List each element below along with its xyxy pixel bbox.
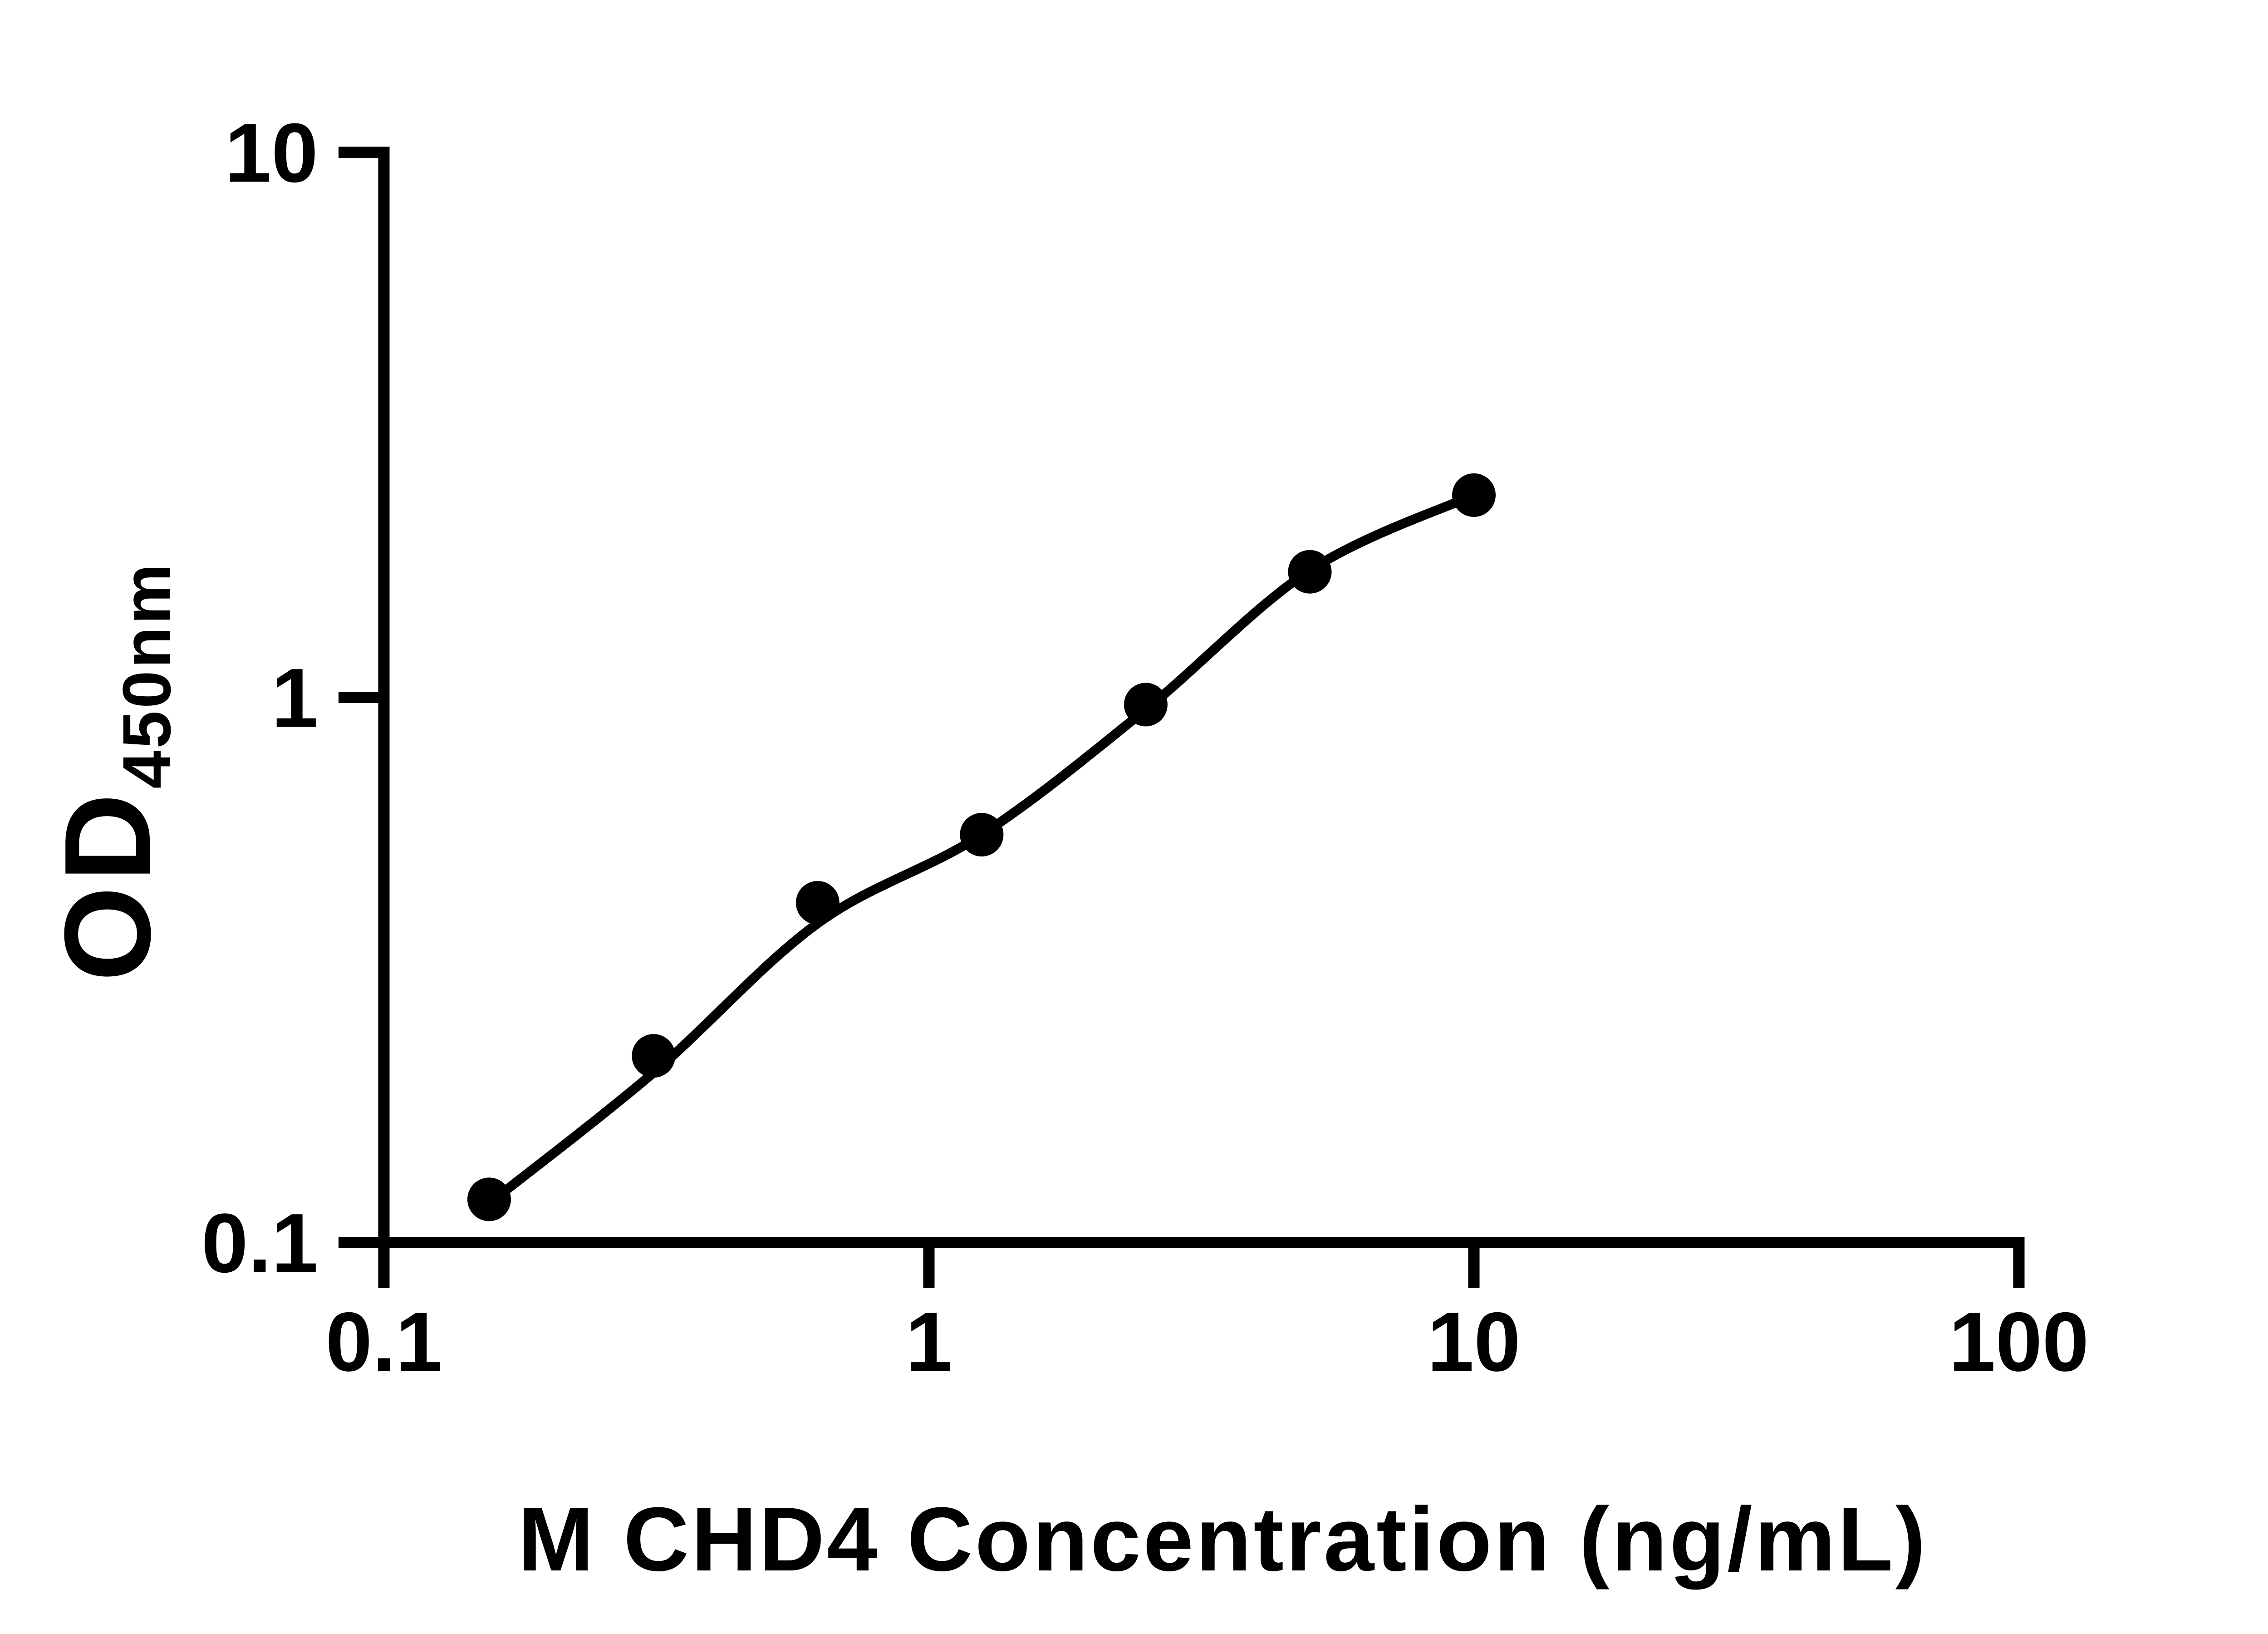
data-point [795, 881, 839, 925]
x-tick-label: 100 [1949, 1295, 2089, 1389]
y-axis-title: OD450nm [39, 561, 185, 981]
data-point [1452, 473, 1496, 517]
x-tick-label: 0.1 [325, 1295, 442, 1389]
y-tick-label: 1 [271, 652, 318, 745]
data-point [960, 812, 1004, 856]
x-tick-label: 10 [1427, 1295, 1521, 1389]
y-tick-label: 0.1 [201, 1197, 318, 1290]
data-layer [467, 473, 1496, 1221]
axis-spine [378, 147, 2025, 1248]
data-point [632, 1034, 676, 1078]
axes-layer [339, 146, 2025, 1288]
x-axis-title: M CHD4 Concentration (ng/mL) [518, 1489, 1928, 1590]
data-point [1124, 683, 1168, 727]
x-tick-label: 1 [906, 1295, 952, 1389]
y-axis-title-subscript: 450nm [108, 561, 185, 788]
data-point [1288, 550, 1332, 594]
y-tick-label: 10 [225, 107, 318, 200]
y-axis-title-main: OD [39, 789, 176, 982]
tick-label-layer: 0.1 1 10 100 0.1 1 10 [201, 107, 2089, 1389]
data-point [467, 1177, 511, 1221]
